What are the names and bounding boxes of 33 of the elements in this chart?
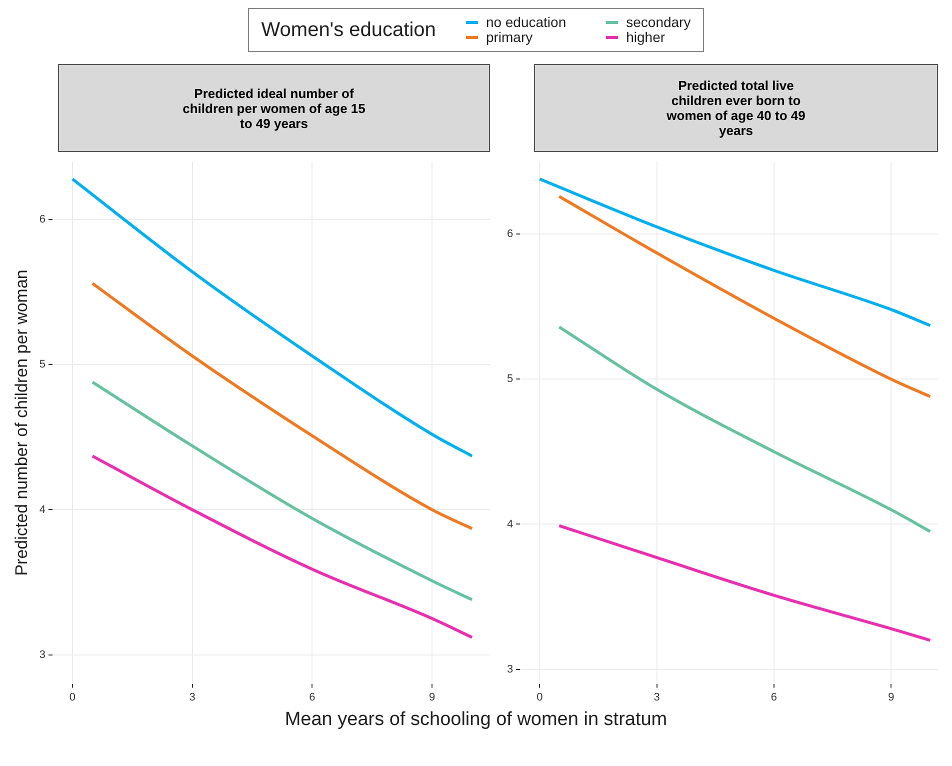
legend-label: higher xyxy=(626,29,666,45)
legend-label: secondary xyxy=(626,14,691,30)
y-tick-label: 6 xyxy=(506,228,514,240)
x-tick-label: 0 xyxy=(69,691,76,704)
y-tick-label: 3 xyxy=(506,663,514,676)
line-series xyxy=(90,282,474,530)
legend-label: primary xyxy=(486,29,533,45)
x-tick-label: 0 xyxy=(536,691,543,704)
line-series xyxy=(538,178,932,328)
y-tick-label: 5 xyxy=(506,373,514,386)
x-tick-label: 3 xyxy=(654,691,660,704)
y-tick-label: 5 xyxy=(39,358,46,371)
x-tick-label: 3 xyxy=(189,691,196,704)
x-tick-label: 9 xyxy=(429,691,436,704)
x-tick-label: 9 xyxy=(888,691,894,704)
y-axis-title: Predicted number of children per woman xyxy=(12,270,31,576)
y-tick-label: 6 xyxy=(39,214,46,226)
line-series xyxy=(90,380,474,602)
y-tick-label: 4 xyxy=(506,518,514,530)
line-series xyxy=(90,454,474,639)
legend-label: no education xyxy=(486,14,566,30)
x-tick-label: 6 xyxy=(309,691,316,704)
chart-title: Predicted total live children ever born to women of age 40 to 49 years xyxy=(534,64,938,152)
x-tick-label: 6 xyxy=(770,691,778,704)
chart-title: Predicted ideal number of children per women of age 15 to 49 years xyxy=(58,64,490,152)
legend-title: Women's education xyxy=(261,18,436,42)
line-series xyxy=(558,524,932,642)
line-series xyxy=(70,178,474,458)
line-series xyxy=(558,194,932,398)
x-axis-title: Mean years of schooling of women in stratum xyxy=(284,709,668,731)
y-tick-label: 4 xyxy=(39,504,46,516)
y-tick-label: 3 xyxy=(39,648,46,661)
line-series xyxy=(558,325,932,533)
